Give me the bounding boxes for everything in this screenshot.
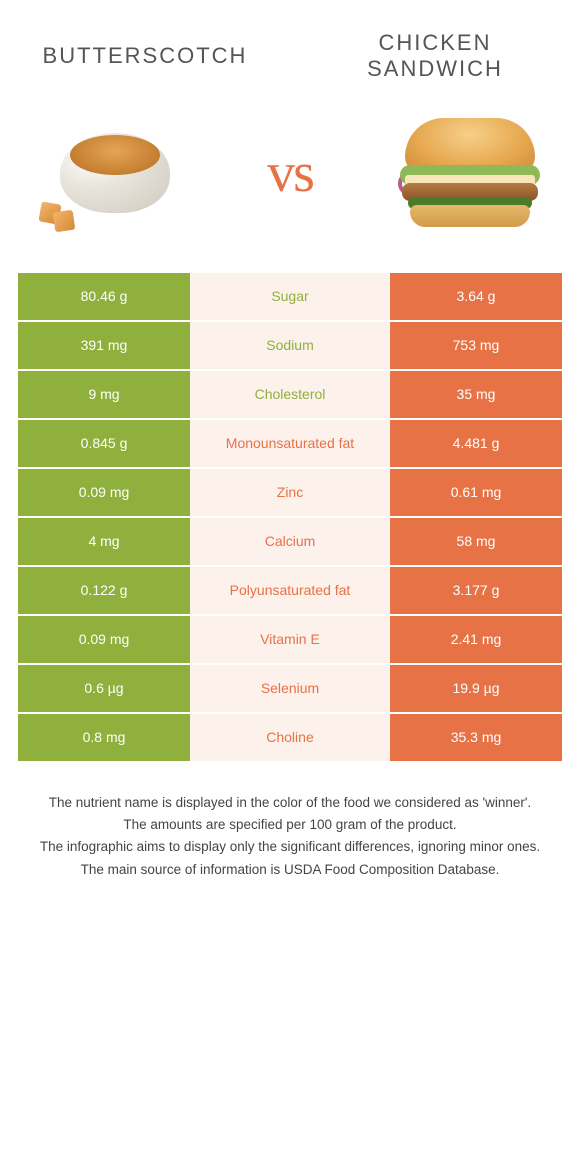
value-right: 3.177 g [390, 567, 562, 614]
value-right: 19.9 µg [390, 665, 562, 712]
nutrient-label: Zinc [190, 469, 390, 516]
value-right: 4.481 g [390, 420, 562, 467]
footnote-line: The main source of information is USDA F… [30, 860, 550, 880]
vs-label: vs [267, 141, 313, 205]
table-row: 4 mgCalcium58 mg [18, 518, 562, 565]
table-row: 9 mgCholesterol35 mg [18, 371, 562, 418]
value-left: 9 mg [18, 371, 190, 418]
table-row: 0.09 mgVitamin E2.41 mg [18, 616, 562, 663]
table-row: 0.8 mgCholine35.3 mg [18, 714, 562, 761]
value-left: 80.46 g [18, 273, 190, 320]
butterscotch-image [25, 103, 195, 243]
value-left: 0.6 µg [18, 665, 190, 712]
footnote-line: The amounts are specified per 100 gram o… [30, 815, 550, 835]
footnote-line: The nutrient name is displayed in the co… [30, 793, 550, 813]
nutrient-label: Monounsaturated fat [190, 420, 390, 467]
table-row: 0.122 gPolyunsaturated fat3.177 g [18, 567, 562, 614]
value-left: 0.09 mg [18, 616, 190, 663]
table-row: 80.46 gSugar3.64 g [18, 273, 562, 320]
food-title-right: CHICKEN SANDWICH [320, 30, 550, 83]
header: BUTTERSCOTCH CHICKEN SANDWICH [0, 0, 580, 93]
table-row: 0.09 mgZinc0.61 mg [18, 469, 562, 516]
sandwich-image [385, 103, 555, 243]
images-row: vs [0, 93, 580, 273]
value-right: 753 mg [390, 322, 562, 369]
value-left: 0.09 mg [18, 469, 190, 516]
nutrient-label: Selenium [190, 665, 390, 712]
comparison-table: 80.46 gSugar3.64 g391 mgSodium753 mg9 mg… [18, 273, 562, 761]
table-row: 391 mgSodium753 mg [18, 322, 562, 369]
nutrient-label: Choline [190, 714, 390, 761]
value-left: 0.8 mg [18, 714, 190, 761]
value-right: 2.41 mg [390, 616, 562, 663]
value-left: 0.845 g [18, 420, 190, 467]
value-left: 0.122 g [18, 567, 190, 614]
footnotes: The nutrient name is displayed in the co… [0, 763, 580, 880]
nutrient-label: Vitamin E [190, 616, 390, 663]
table-row: 0.845 gMonounsaturated fat4.481 g [18, 420, 562, 467]
value-left: 4 mg [18, 518, 190, 565]
value-left: 391 mg [18, 322, 190, 369]
value-right: 58 mg [390, 518, 562, 565]
nutrient-label: Polyunsaturated fat [190, 567, 390, 614]
nutrient-label: Calcium [190, 518, 390, 565]
nutrient-label: Sodium [190, 322, 390, 369]
value-right: 0.61 mg [390, 469, 562, 516]
footnote-line: The infographic aims to display only the… [30, 837, 550, 857]
value-right: 35.3 mg [390, 714, 562, 761]
value-right: 35 mg [390, 371, 562, 418]
nutrient-label: Sugar [190, 273, 390, 320]
nutrient-label: Cholesterol [190, 371, 390, 418]
food-title-left: BUTTERSCOTCH [30, 43, 260, 69]
table-row: 0.6 µgSelenium19.9 µg [18, 665, 562, 712]
value-right: 3.64 g [390, 273, 562, 320]
